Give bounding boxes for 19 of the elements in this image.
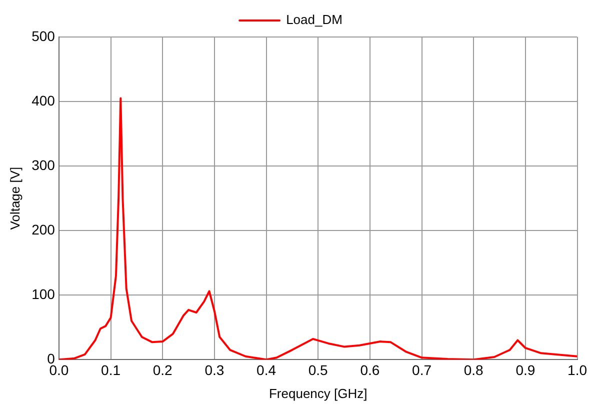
y-axis-title: Voltage [V]: [7, 166, 22, 230]
x-tick-label: 0.5: [308, 362, 328, 378]
y-tick-label: 100: [32, 286, 56, 302]
x-axis-title: Frequency [GHz]: [268, 386, 368, 401]
x-tick-label: 0.9: [516, 362, 536, 378]
x-tick-label: 0.3: [204, 362, 224, 378]
x-tick-label: 0.6: [360, 362, 380, 378]
x-tick-label: 0.7: [412, 362, 432, 378]
x-tick-label: 0.2: [152, 362, 173, 378]
y-tick-label: 0: [47, 350, 56, 366]
x-tick-label: 0.1: [101, 362, 121, 378]
y-tick-label: 500: [32, 28, 56, 44]
legend-label: Load_DM: [286, 12, 342, 28]
y-tick-label: 300: [32, 156, 56, 173]
x-tick-label: 0.8: [464, 362, 484, 378]
x-tick-label: 0.4: [256, 362, 276, 378]
y-tick-label: 400: [32, 92, 56, 108]
y-tick-label: 200: [32, 221, 56, 238]
x-tick-label: 1.0: [568, 362, 588, 378]
